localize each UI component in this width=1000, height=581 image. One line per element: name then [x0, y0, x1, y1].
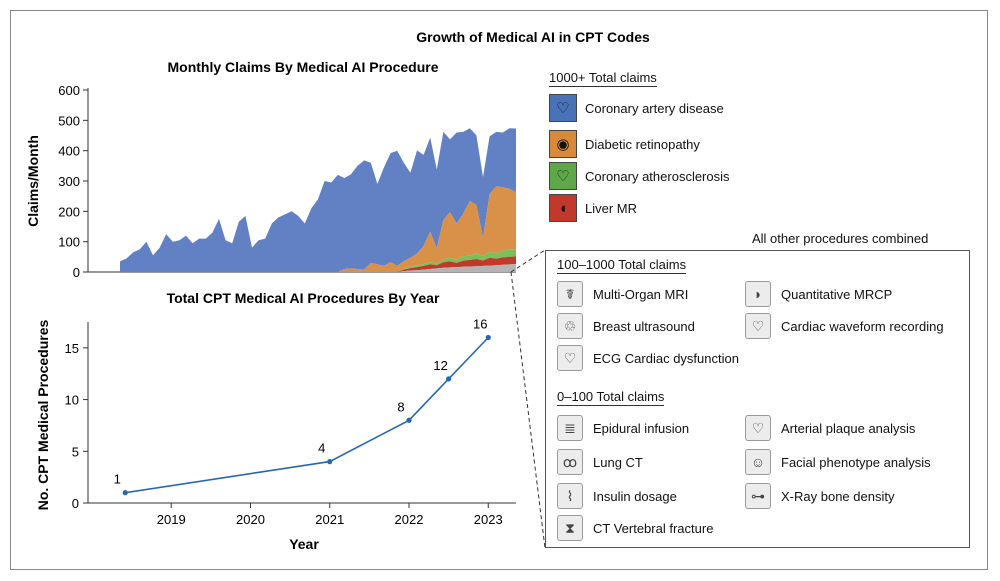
legend-label: Diabetic retinopathy — [585, 136, 700, 152]
data-point — [122, 490, 128, 496]
legend-label: Quantitative MRCP — [781, 286, 893, 302]
y-tick-label: 400 — [58, 144, 80, 159]
area-series — [120, 264, 516, 272]
area-chart: 0 100 200 300 400 500 600 — [58, 83, 516, 280]
x-tick-label: 2019 — [157, 512, 186, 527]
vertebra-icon: ⧗ — [557, 515, 583, 541]
legend-label: Coronary artery disease — [585, 100, 724, 116]
heart-icon: ♡ — [549, 94, 577, 122]
area-series — [120, 249, 516, 272]
y-tick-label: 500 — [58, 113, 80, 128]
organ-icon: ◗ — [745, 281, 771, 307]
area-series — [120, 256, 516, 272]
legend-item: ◗ Quantitative MRCP — [745, 281, 892, 307]
y-tick-label: 100 — [58, 235, 80, 250]
line-chart-title: Total CPT Medical AI Procedures By Year — [167, 290, 440, 306]
legend-label: Insulin dosage — [593, 488, 677, 504]
legend-label: Liver MR — [585, 200, 638, 216]
data-point — [327, 459, 333, 465]
legend-label: Multi-Organ MRI — [593, 286, 689, 302]
legend-item: ♡ Cardiac waveform recording — [745, 313, 944, 339]
legend-item: ⧗ CT Vertebral fracture — [557, 515, 713, 541]
line-chart-xlabel: Year — [289, 536, 319, 552]
legend-label: Arterial plaque analysis — [781, 420, 916, 436]
line-chart: 0 5 10 15 2019 2020 2021 2022 2023 1 4 8 12 16 — [65, 317, 516, 527]
legend-label: ECG Cardiac dysfunction — [593, 350, 739, 366]
legend-label: Facial phenotype analysis — [781, 454, 931, 470]
caduceus-icon: ☤ — [557, 281, 583, 307]
area-chart-ylabel: Claims/Month — [25, 135, 41, 227]
legend-item: ◖ Liver MR — [549, 194, 637, 222]
connector-line — [510, 271, 546, 549]
data-label: 16 — [473, 317, 487, 332]
group1-heading: 100–1000 Total claims — [557, 257, 687, 274]
heart-icon: ♡ — [557, 345, 583, 371]
figure-title: Growth of Medical AI in CPT Codes — [416, 29, 650, 45]
legend-item: ⌇ Insulin dosage — [557, 483, 677, 509]
y-tick-label: 200 — [58, 204, 80, 219]
legend-item: ꝏ Lung CT — [557, 449, 643, 475]
data-point — [406, 417, 412, 423]
legend-item: ≣ Epidural infusion — [557, 415, 689, 441]
legend-label: X-Ray bone density — [781, 488, 895, 504]
data-label: 1 — [114, 472, 121, 487]
heart-icon: ♡ — [745, 313, 771, 339]
bone-icon: ⊶ — [745, 483, 771, 509]
other-procedures-box: 100–1000 Total claims ☤ Multi-Organ MRI … — [545, 250, 970, 548]
data-label: 12 — [433, 358, 447, 373]
area-series — [120, 128, 516, 272]
y-tick-label: 15 — [65, 341, 79, 356]
heart-icon: ♡ — [549, 162, 577, 190]
legend-item: ♡ ECG Cardiac dysfunction — [557, 345, 739, 371]
group2-heading: 0–100 Total claims — [557, 389, 665, 406]
legend-item: ♡ Coronary artery disease — [549, 94, 724, 122]
line-chart-ylabel: No. CPT Medical Procedures — [35, 319, 51, 510]
liver-icon: ◖ — [549, 194, 577, 222]
legend-label: Breast ultrasound — [593, 318, 695, 334]
y-tick-label: 300 — [58, 174, 80, 189]
legend-item: ♲ Breast ultrasound — [557, 313, 695, 339]
data-label: 4 — [318, 441, 325, 456]
legend-label: Coronary atherosclerosis — [585, 168, 730, 184]
syringe-icon: ⌇ — [557, 483, 583, 509]
legend-item: ☺ Facial phenotype analysis — [745, 449, 931, 475]
main-legend-heading: 1000+ Total claims — [549, 70, 657, 87]
y-tick-label: 600 — [58, 83, 80, 98]
other-procedures-label: All other procedures combined — [752, 231, 929, 246]
y-tick-label: 0 — [72, 496, 79, 511]
legend-item: ⊶ X-Ray bone density — [745, 483, 894, 509]
lungs-icon: ꝏ — [557, 449, 583, 475]
y-tick-label: 0 — [73, 265, 80, 280]
x-tick-label: 2023 — [474, 512, 503, 527]
area-chart-title: Monthly Claims By Medical AI Procedure — [168, 59, 439, 75]
legend-label: Epidural infusion — [593, 420, 690, 436]
ribbon-icon: ♲ — [557, 313, 583, 339]
data-point — [485, 334, 491, 341]
eye-icon: ◉ — [549, 130, 577, 158]
legend-item: ◉ Diabetic retinopathy — [549, 130, 700, 158]
face-icon: ☺ — [745, 449, 771, 475]
x-tick-label: 2020 — [236, 512, 265, 527]
legend-label: CT Vertebral fracture — [593, 520, 714, 536]
x-tick-label: 2022 — [395, 512, 424, 527]
legend-item: ♡ Arterial plaque analysis — [745, 415, 915, 441]
y-tick-label: 10 — [65, 393, 79, 408]
y-tick-label: 5 — [72, 444, 79, 459]
connector-line — [510, 249, 546, 273]
heart-icon: ♡ — [745, 415, 771, 441]
legend-label: Cardiac waveform recording — [781, 318, 944, 334]
data-point — [446, 376, 452, 382]
spine-icon: ≣ — [557, 415, 583, 441]
legend-item: ☤ Multi-Organ MRI — [557, 281, 688, 307]
legend-label: Lung CT — [593, 454, 643, 470]
figure-frame — [10, 10, 988, 570]
data-label: 8 — [397, 399, 404, 414]
legend-item: ♡ Coronary atherosclerosis — [549, 162, 730, 190]
x-tick-label: 2021 — [315, 512, 344, 527]
